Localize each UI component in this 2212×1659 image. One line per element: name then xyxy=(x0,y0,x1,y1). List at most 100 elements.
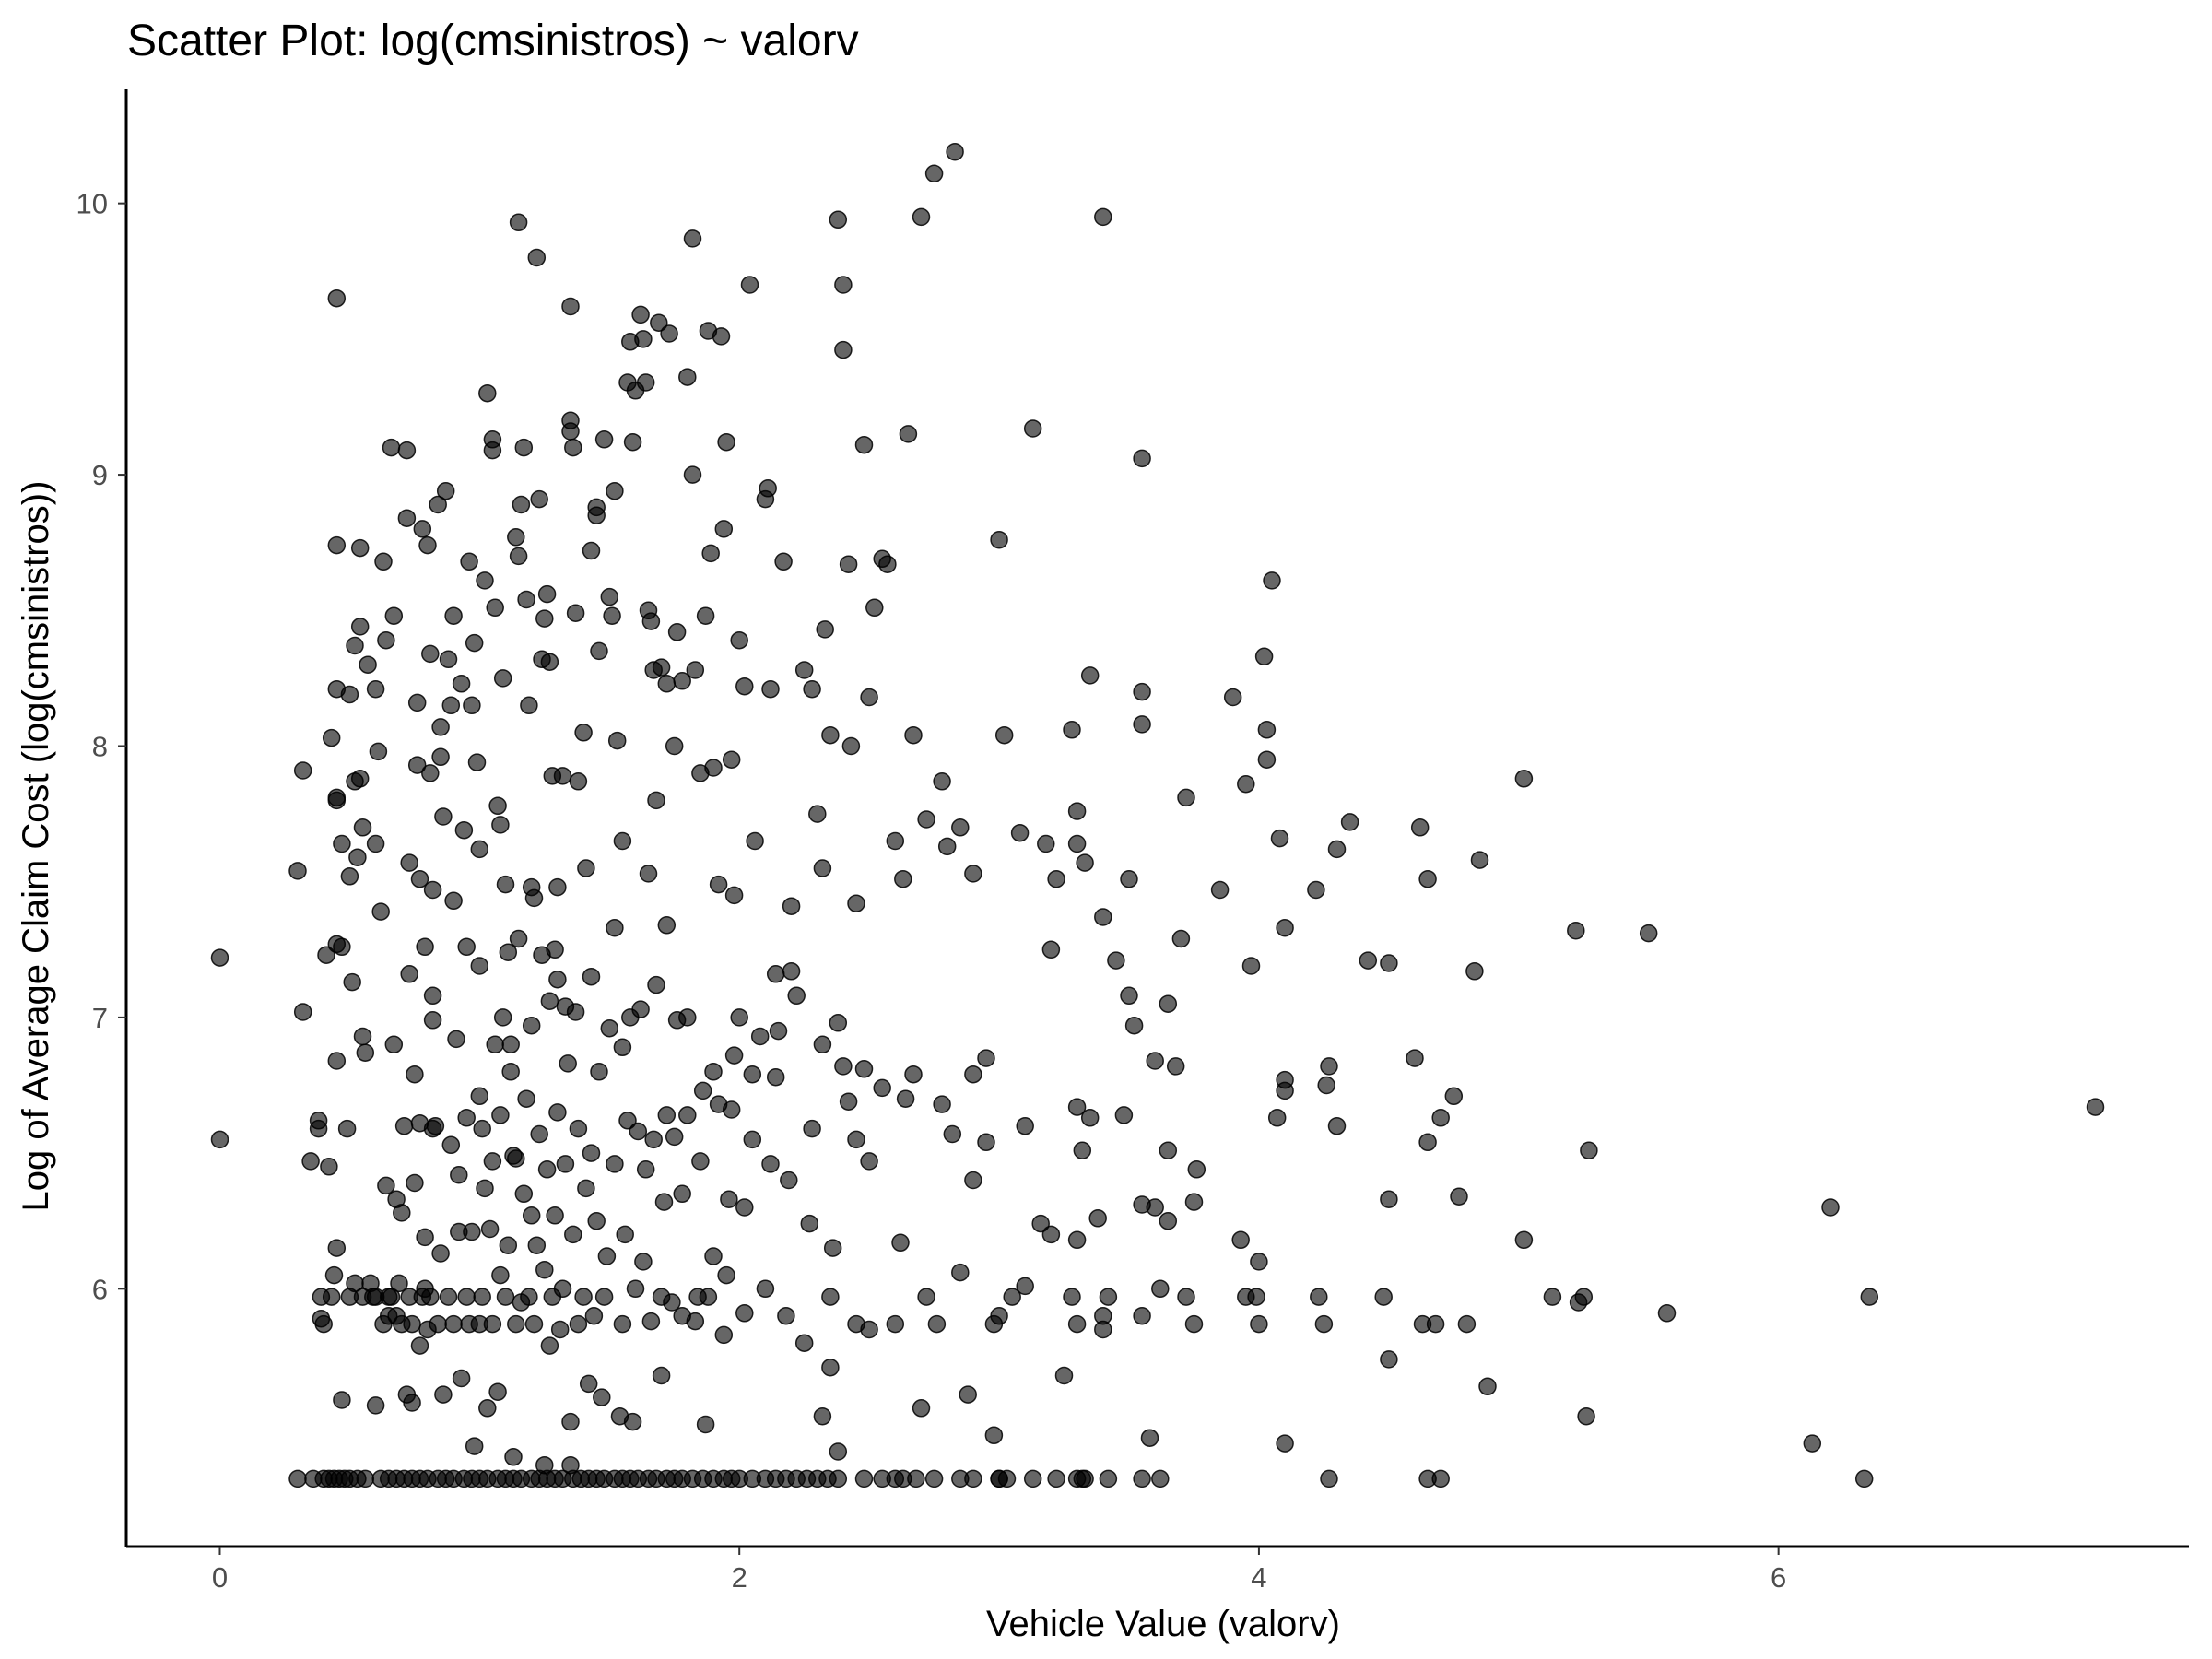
data-point xyxy=(873,1078,891,1098)
data-point xyxy=(1543,1288,1562,1306)
data-point xyxy=(561,422,580,441)
data-point xyxy=(803,679,821,699)
data-point xyxy=(667,1011,687,1030)
data-point xyxy=(406,1173,424,1193)
data-point xyxy=(1450,1187,1468,1206)
data-point xyxy=(964,1171,982,1190)
data-point xyxy=(431,1244,450,1263)
data-point xyxy=(550,1320,570,1339)
data-point xyxy=(829,1014,848,1032)
data-point xyxy=(794,1334,814,1352)
data-point xyxy=(1171,929,1191,948)
data-point xyxy=(841,736,861,756)
data-point xyxy=(1159,1141,1178,1159)
data-point xyxy=(759,479,777,498)
data-point xyxy=(994,725,1014,745)
data-point xyxy=(434,1385,453,1404)
data-point xyxy=(478,383,497,403)
data-point xyxy=(574,1288,593,1306)
data-point xyxy=(743,1130,762,1149)
data-point xyxy=(927,1314,947,1334)
data-point xyxy=(600,1018,619,1038)
data-point xyxy=(353,818,372,837)
data-point xyxy=(1076,1469,1094,1488)
data-point xyxy=(756,1279,775,1299)
data-point xyxy=(813,1035,832,1054)
data-point xyxy=(366,1396,385,1415)
data-point xyxy=(582,541,601,560)
data-point xyxy=(730,630,748,650)
data-point xyxy=(546,1206,564,1225)
data-point xyxy=(794,661,814,679)
data-point xyxy=(1327,840,1347,859)
data-point xyxy=(327,791,347,810)
data-point xyxy=(418,535,437,555)
data-point xyxy=(704,759,723,777)
data-point xyxy=(593,1388,611,1406)
data-point xyxy=(1860,1288,1879,1306)
data-point xyxy=(720,1190,738,1208)
data-point xyxy=(977,1133,995,1152)
data-point xyxy=(356,1043,375,1062)
data-point xyxy=(350,770,370,788)
data-point xyxy=(1120,869,1138,888)
data-point xyxy=(594,1288,614,1306)
data-point xyxy=(514,1184,534,1204)
data-point xyxy=(943,1124,962,1144)
data-point xyxy=(374,552,393,571)
data-point xyxy=(1569,1293,1588,1312)
data-point xyxy=(460,552,478,571)
data-point xyxy=(600,587,619,606)
data-point xyxy=(1374,1288,1393,1306)
data-point xyxy=(712,327,731,346)
data-point xyxy=(714,520,734,538)
data-point xyxy=(397,509,417,527)
data-point xyxy=(821,1358,840,1377)
data-point xyxy=(374,1314,393,1334)
data-point xyxy=(569,1314,588,1334)
data-point xyxy=(761,1155,780,1173)
data-point xyxy=(650,313,668,332)
data-point xyxy=(517,1089,535,1108)
data-point xyxy=(499,1236,518,1254)
data-point xyxy=(288,1469,307,1488)
data-point xyxy=(678,1106,697,1124)
data-point xyxy=(507,528,525,547)
data-point xyxy=(1099,1288,1118,1306)
data-point xyxy=(537,1160,557,1179)
data-point xyxy=(823,1239,842,1257)
data-point xyxy=(891,1233,910,1253)
data-point xyxy=(847,1130,865,1149)
data-point xyxy=(463,696,481,715)
data-point xyxy=(769,1021,788,1041)
data-point xyxy=(997,1469,1017,1488)
data-point xyxy=(722,750,741,769)
data-point xyxy=(410,1336,429,1355)
data-point xyxy=(434,807,453,826)
data-point xyxy=(665,736,684,756)
data-point xyxy=(566,604,585,622)
data-point xyxy=(780,1171,798,1190)
data-point xyxy=(1067,1098,1087,1116)
data-point xyxy=(735,677,754,696)
data-point xyxy=(1146,1052,1164,1070)
data-point xyxy=(984,1314,1004,1334)
data-point xyxy=(377,630,395,650)
data-point xyxy=(607,731,627,750)
data-point xyxy=(1231,1230,1250,1250)
data-point xyxy=(1133,1195,1151,1214)
data-point xyxy=(441,696,461,715)
data-point xyxy=(556,1155,575,1173)
data-point xyxy=(1166,1057,1185,1076)
data-point xyxy=(483,1152,502,1171)
data-point xyxy=(623,432,642,452)
data-point xyxy=(652,1366,671,1385)
data-point xyxy=(1031,1214,1050,1233)
data-point xyxy=(400,965,418,983)
data-point xyxy=(613,1314,632,1334)
data-point xyxy=(1094,1320,1112,1339)
data-point xyxy=(1094,207,1112,227)
x-tick-label: 4 xyxy=(1251,1561,1266,1594)
